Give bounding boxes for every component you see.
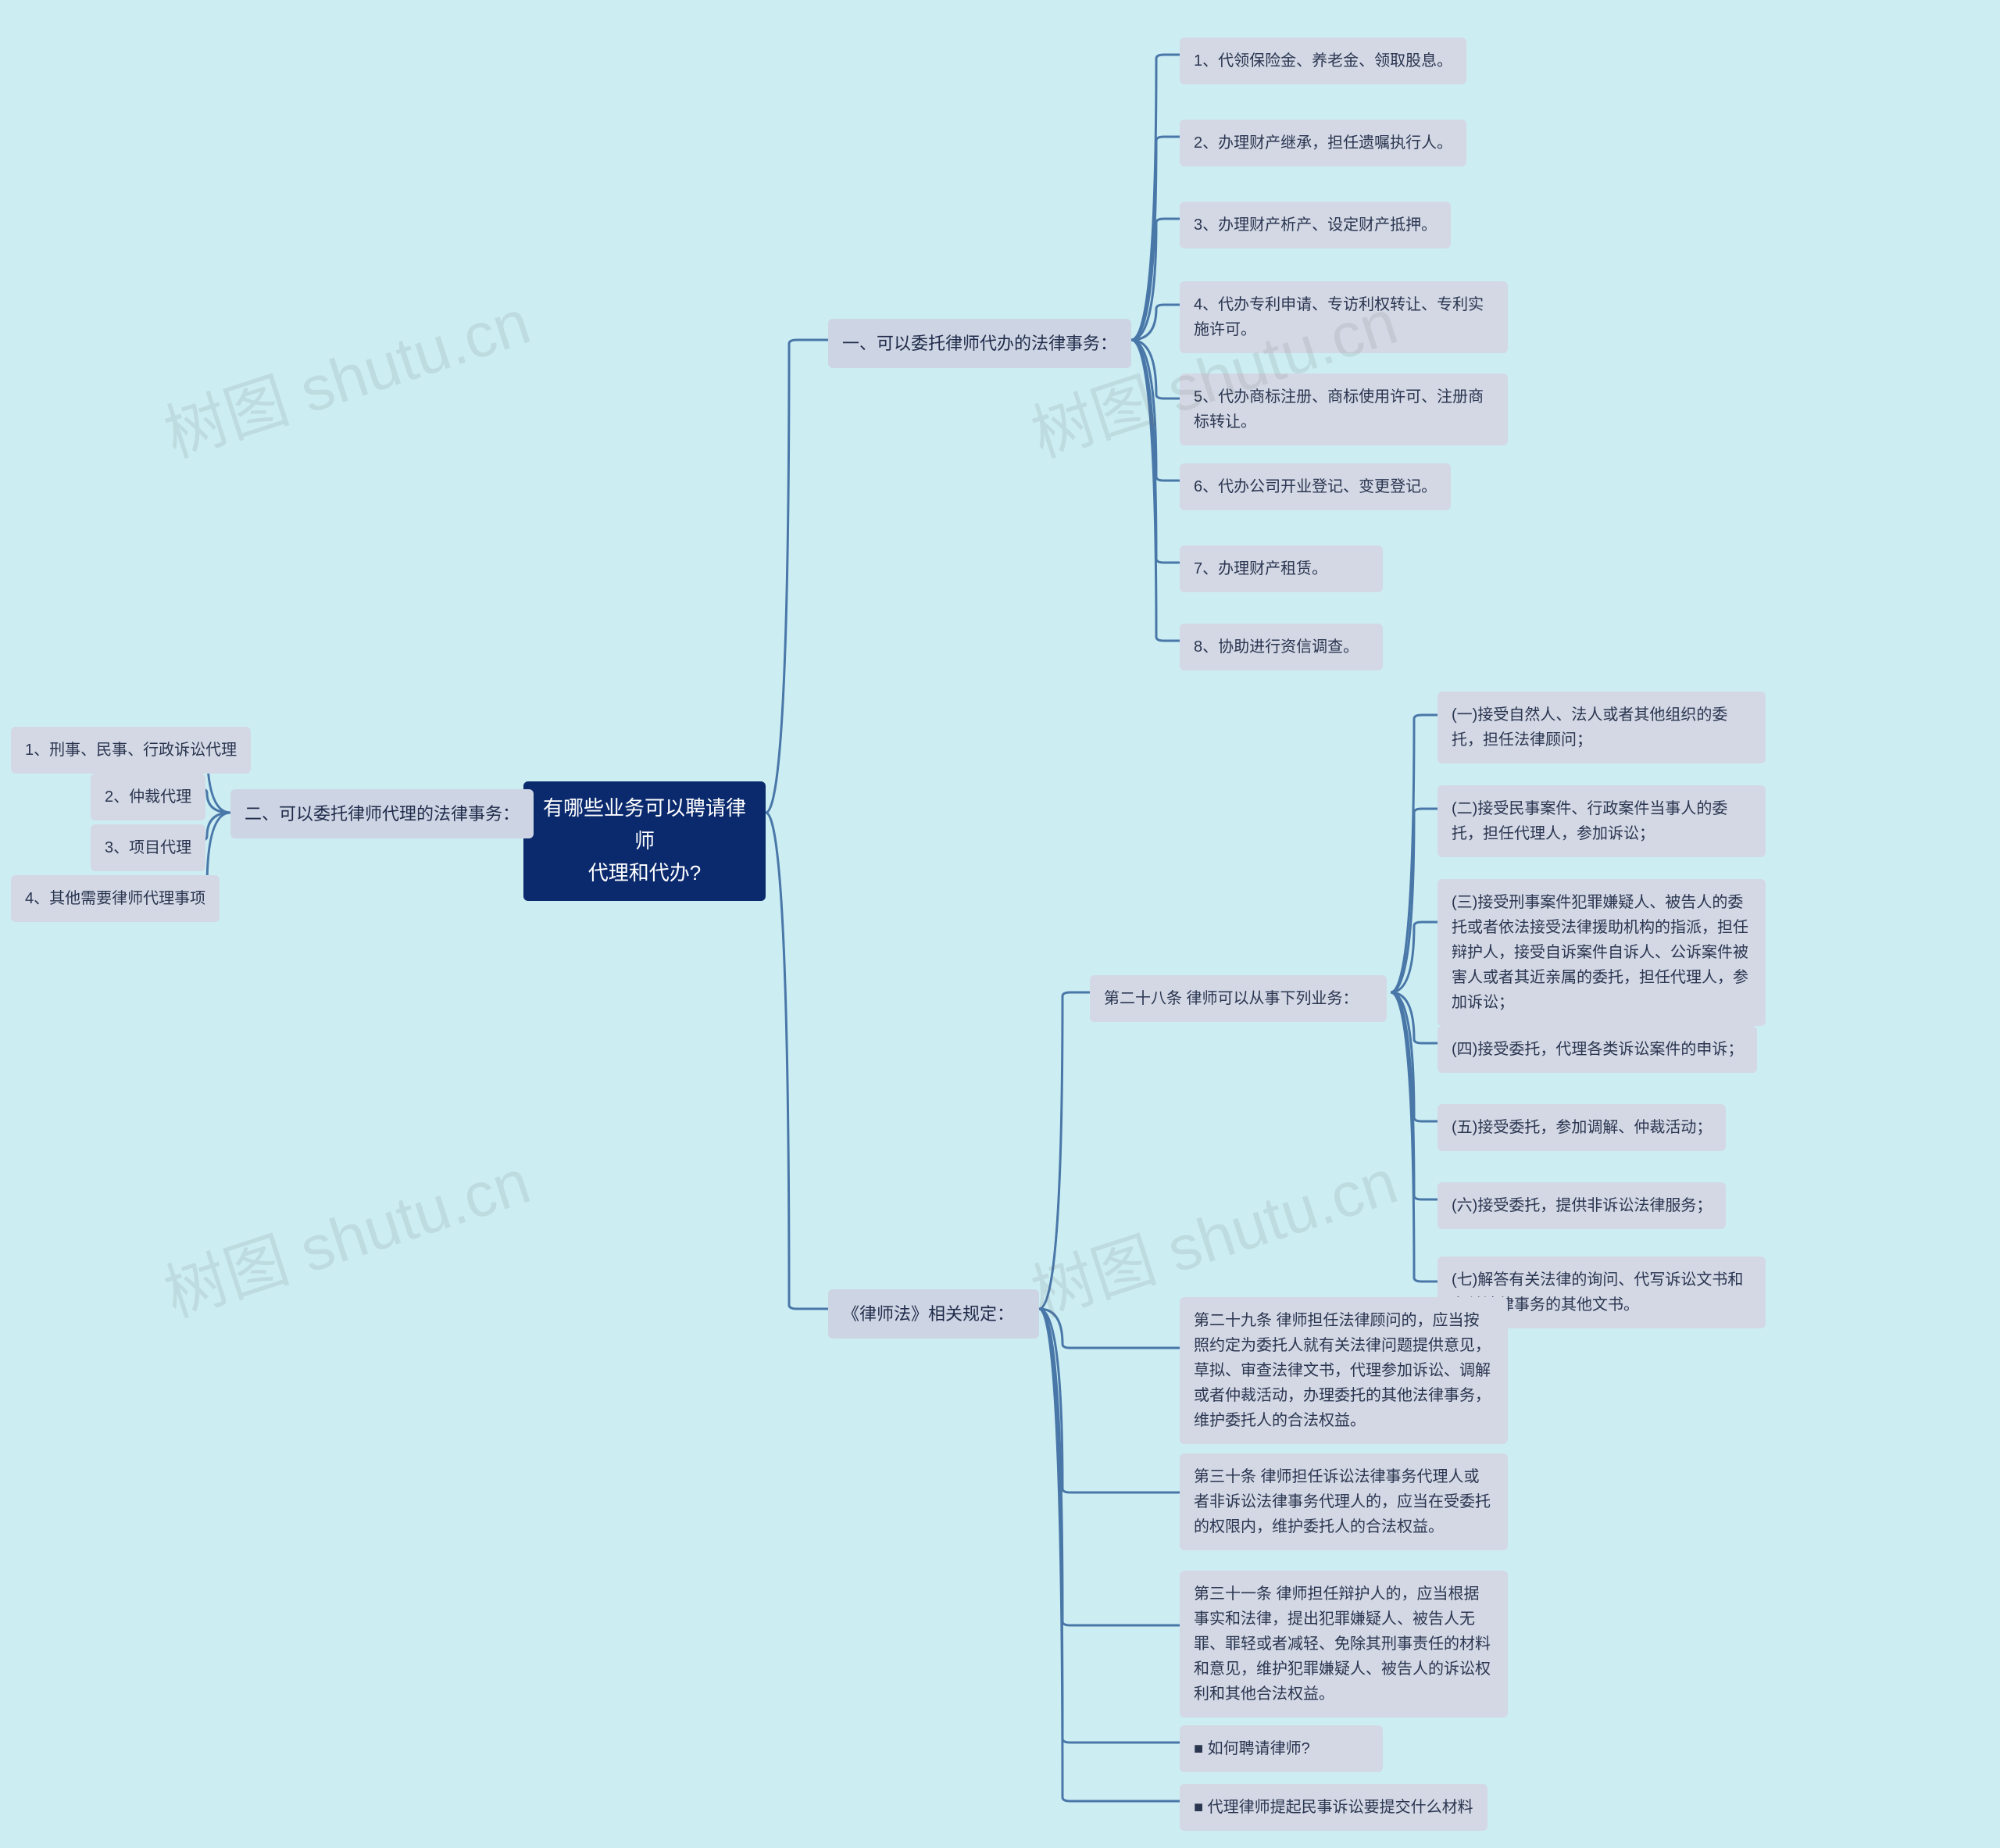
branch2-item-3[interactable]: 4、其他需要律师代理事项 [11,875,220,922]
b3s1-item-4[interactable]: (五)接受委托，参加调解、仲裁活动； [1438,1104,1726,1151]
branch3-sub1[interactable]: 第二十八条 律师可以从事下列业务： [1090,975,1387,1022]
b3s1-item-0[interactable]: (一)接受自然人、法人或者其他组织的委托，担任法律顾问； [1438,692,1766,763]
branch-3-label: 《律师法》相关规定： [842,1304,1014,1324]
branch2-item-0[interactable]: 1、刑事、民事、行政诉讼代理 [11,727,251,774]
branch3-sub1-label: 第二十八条 律师可以从事下列业务： [1104,990,1359,1007]
branch3-item-4[interactable]: ■ 代理律师提起民事诉讼要提交什么材料 [1180,1784,1488,1831]
branch1-item-4[interactable]: 5、代办商标注册、商标使用许可、注册商标转让。 [1180,374,1508,445]
branch-1-label: 一、可以委托律师代办的法律事务： [842,334,1117,353]
branch-3[interactable]: 《律师法》相关规定： [828,1289,1039,1339]
root-node[interactable]: 有哪些业务可以聘请律师 代理和代办? [523,781,766,901]
branch-2[interactable]: 二、可以委托律师代理的法律事务： [230,789,534,838]
branch1-item-2[interactable]: 3、办理财产析产、设定财产抵押。 [1180,202,1451,248]
b3s1-item-1[interactable]: (二)接受民事案件、行政案件当事人的委托，担任代理人，参加诉讼； [1438,785,1766,857]
branch1-item-5[interactable]: 6、代办公司开业登记、变更登记。 [1180,463,1451,510]
watermark: 树图 shutu.cn [152,272,540,475]
branch1-item-6[interactable]: 7、办理财产租赁。 [1180,545,1383,592]
b3s1-item-2[interactable]: (三)接受刑事案件犯罪嫌疑人、被告人的委托或者依法接受法律援助机构的指派，担任辩… [1438,879,1766,1026]
branch2-item-1[interactable]: 2、仲裁代理 [91,774,205,820]
branch-1[interactable]: 一、可以委托律师代办的法律事务： [828,319,1131,368]
root-text-l2: 代理和代办? [538,857,752,890]
watermark: 树图 shutu.cn [152,1131,540,1335]
branch-2-label: 二、可以委托律师代理的法律事务： [245,804,520,824]
b3s1-item-3[interactable]: (四)接受委托，代理各类诉讼案件的申诉； [1438,1026,1757,1073]
branch3-item-1[interactable]: 第三十条 律师担任诉讼法律事务代理人或者非诉讼法律事务代理人的，应当在受委托的权… [1180,1453,1508,1550]
branch1-item-1[interactable]: 2、办理财产继承，担任遗嘱执行人。 [1180,120,1466,166]
branch3-item-0[interactable]: 第二十九条 律师担任法律顾问的，应当按照约定为委托人就有关法律问题提供意见，草拟… [1180,1297,1508,1444]
branch2-item-2[interactable]: 3、项目代理 [91,824,205,871]
branch1-item-0[interactable]: 1、代领保险金、养老金、领取股息。 [1180,38,1466,84]
branch1-item-7[interactable]: 8、协助进行资信调查。 [1180,624,1383,670]
b3s1-item-5[interactable]: (六)接受委托，提供非诉讼法律服务； [1438,1182,1726,1229]
branch3-item-2[interactable]: 第三十一条 律师担任辩护人的，应当根据事实和法律，提出犯罪嫌疑人、被告人无罪、罪… [1180,1571,1508,1718]
branch1-item-3[interactable]: 4、代办专利申请、专访利权转让、专利实施许可。 [1180,281,1508,353]
branch3-item-3[interactable]: ■ 如何聘请律师? [1180,1725,1383,1772]
root-text-l1: 有哪些业务可以聘请律师 [538,792,752,857]
